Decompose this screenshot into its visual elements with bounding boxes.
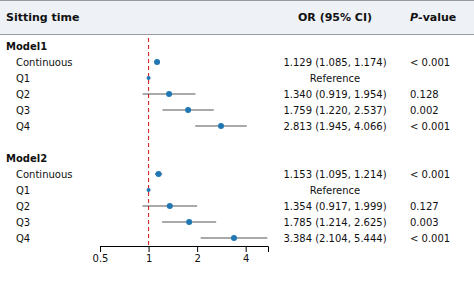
p-value-label: 0.128 — [410, 89, 439, 100]
column-header: P-value — [410, 11, 456, 24]
p-value-label: < 0.001 — [410, 169, 450, 180]
x-tick-label: 0.5 — [93, 253, 109, 264]
point-estimate — [147, 76, 151, 80]
x-tick-label: 1 — [146, 253, 152, 264]
estimate-label: 1.354 (0.917, 1.999) — [283, 201, 386, 212]
row-label: Q3 — [16, 217, 30, 228]
row-label: Continuous — [16, 57, 72, 68]
estimate-label: 1.129 (1.085, 1.174) — [283, 57, 386, 68]
column-header-part: -value — [418, 11, 456, 24]
row-label: Continuous — [16, 169, 72, 180]
row-label: Q1 — [16, 185, 30, 196]
estimate-label: 3.384 (2.104, 5.444) — [283, 233, 386, 244]
x-tick: 4 — [243, 246, 249, 264]
estimate-label: 2.813 (1.945, 4.066) — [283, 121, 386, 132]
x-tick-mark — [100, 246, 101, 252]
x-tick-mark — [246, 246, 247, 252]
row-label: Q1 — [16, 73, 30, 84]
estimate-label: 1.340 (0.919, 1.954) — [283, 89, 386, 100]
point-estimate — [231, 235, 237, 241]
p-value-label: 0.002 — [410, 105, 439, 116]
row-label: Q4 — [16, 233, 30, 244]
header-top-rule — [0, 0, 474, 1]
column-header: OR (95% CI) — [298, 11, 372, 24]
point-estimate — [167, 203, 173, 209]
p-value-label: 0.003 — [410, 217, 439, 228]
estimate-label: Reference — [310, 185, 360, 196]
estimate-label: 1.785 (1.214, 2.625) — [283, 217, 386, 228]
chart-container: Sitting time OR (95% CI) P-value Model1 Cont… — [0, 0, 474, 291]
x-tick: 1 — [146, 246, 152, 264]
row-label: Q4 — [16, 121, 30, 132]
point-estimate — [218, 123, 224, 129]
estimate-label: 1.153 (1.095, 1.214) — [283, 169, 386, 180]
x-tick: 2 — [194, 246, 200, 264]
point-estimate — [186, 219, 192, 225]
p-value-label: < 0.001 — [410, 233, 450, 244]
x-tick-label: 4 — [243, 253, 249, 264]
x-tick: 0.5 — [93, 246, 109, 264]
x-axis: 0.5 1 2 4 — [93, 246, 269, 264]
column-header: Sitting time — [6, 11, 79, 24]
p-value-label: 0.127 — [410, 201, 439, 212]
point-estimate — [147, 188, 151, 192]
p-value-label: < 0.001 — [410, 57, 450, 68]
group-label: Model2 — [6, 153, 47, 164]
p-value-label: < 0.001 — [410, 121, 450, 132]
point-estimate — [156, 171, 162, 177]
estimate-label: Reference — [310, 73, 360, 84]
header-background — [0, 0, 474, 34]
estimate-label: 1.759 (1.220, 2.537) — [283, 105, 386, 116]
group-label: Model1 — [6, 41, 47, 52]
axis-line — [101, 247, 269, 253]
x-tick-mark — [197, 246, 198, 252]
chart: Sitting time OR (95% CI) P-value Model1 Cont… — [0, 0, 474, 291]
point-estimate — [154, 59, 160, 65]
x-tick-label: 2 — [194, 253, 200, 264]
point-estimate — [185, 107, 191, 113]
row-label: Q3 — [16, 105, 30, 116]
reference-line — [148, 38, 149, 246]
plot-area — [142, 38, 267, 246]
row-label: Q2 — [16, 89, 30, 100]
point-estimate — [166, 91, 172, 97]
row-label: Q2 — [16, 201, 30, 212]
column-header-part: P — [410, 11, 418, 24]
header-bottom-rule — [0, 34, 474, 35]
x-tick-mark — [149, 246, 150, 252]
